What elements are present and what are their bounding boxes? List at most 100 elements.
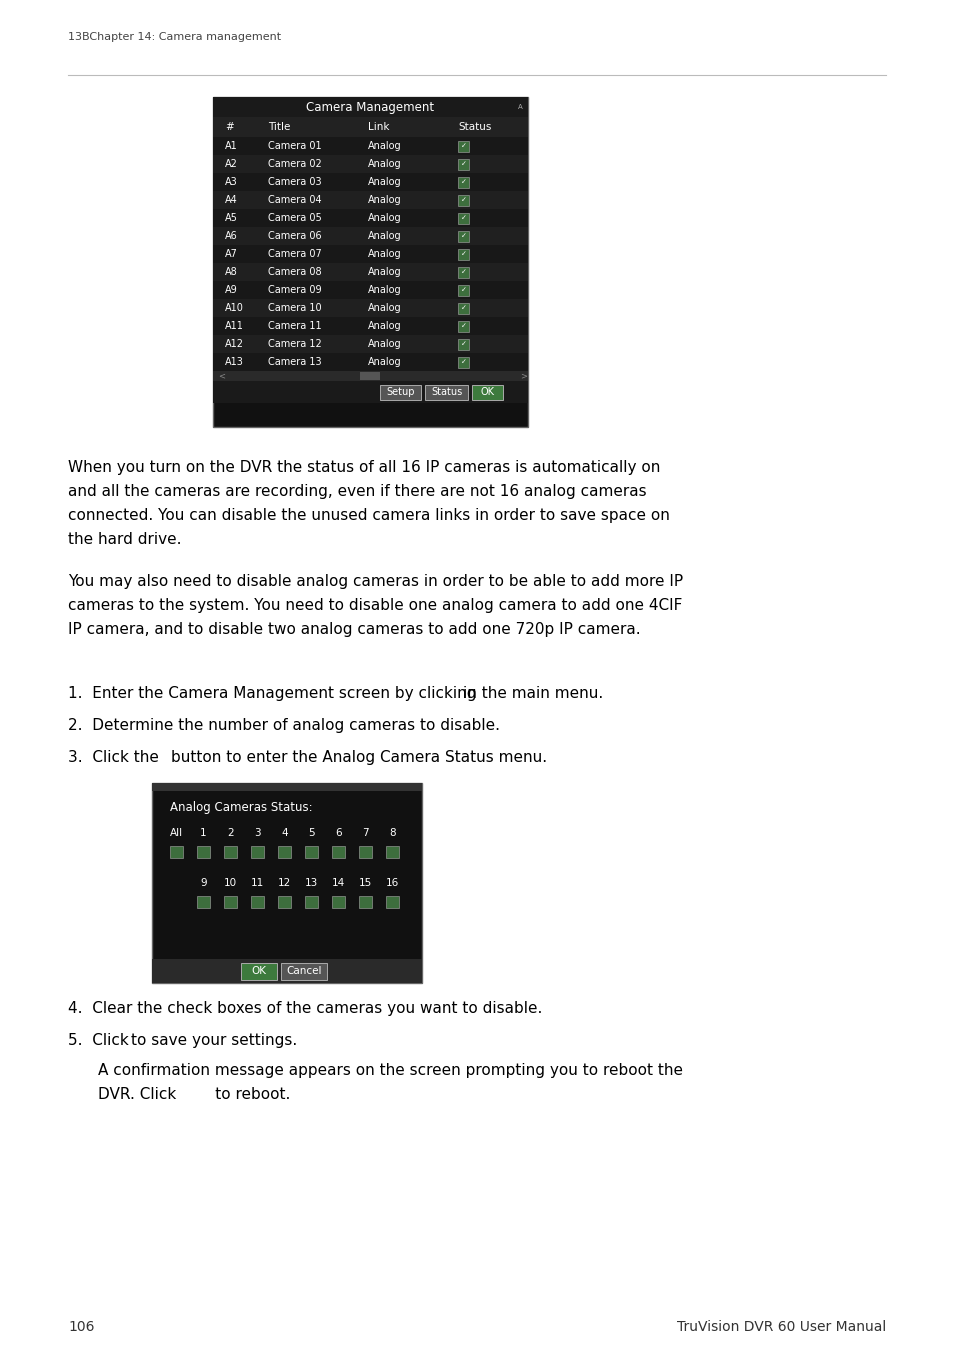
- Text: to save your settings.: to save your settings.: [131, 1033, 297, 1048]
- Text: 2: 2: [227, 828, 233, 838]
- FancyBboxPatch shape: [380, 385, 421, 400]
- Text: A8: A8: [225, 267, 237, 277]
- Bar: [224, 896, 236, 909]
- Text: 5.  Click: 5. Click: [68, 1033, 129, 1048]
- Text: Analog: Analog: [368, 267, 401, 277]
- Text: Analog Cameras Status:: Analog Cameras Status:: [170, 801, 313, 814]
- Text: 7: 7: [362, 828, 369, 838]
- FancyBboxPatch shape: [281, 963, 327, 980]
- Bar: [457, 177, 469, 188]
- Bar: [359, 373, 379, 379]
- Text: Analog: Analog: [368, 302, 401, 313]
- FancyBboxPatch shape: [472, 385, 503, 400]
- Text: ✓: ✓: [460, 251, 466, 256]
- Bar: [196, 846, 210, 859]
- Text: DVR. Click        to reboot.: DVR. Click to reboot.: [98, 1087, 290, 1102]
- Text: Analog: Analog: [368, 285, 401, 296]
- FancyBboxPatch shape: [241, 963, 277, 980]
- Text: 5: 5: [308, 828, 314, 838]
- Text: Camera 08: Camera 08: [268, 267, 321, 277]
- Text: A5: A5: [225, 213, 237, 223]
- Text: A11: A11: [225, 321, 244, 331]
- Bar: [152, 783, 421, 983]
- Text: Camera 07: Camera 07: [268, 248, 321, 259]
- Bar: [213, 190, 527, 209]
- Bar: [251, 846, 264, 859]
- Text: ✓: ✓: [460, 161, 466, 167]
- Text: 1: 1: [200, 828, 207, 838]
- Text: Analog: Analog: [368, 321, 401, 331]
- Text: and all the cameras are recording, even if there are not 16 analog cameras: and all the cameras are recording, even …: [68, 485, 646, 500]
- Text: Camera 06: Camera 06: [268, 231, 321, 242]
- FancyBboxPatch shape: [425, 385, 468, 400]
- Text: OK: OK: [252, 967, 266, 976]
- Text: 9: 9: [200, 878, 207, 888]
- Text: A10: A10: [225, 302, 244, 313]
- Bar: [332, 896, 345, 909]
- Bar: [457, 140, 469, 151]
- Text: in the main menu.: in the main menu.: [462, 686, 602, 701]
- Text: #: #: [225, 122, 233, 132]
- Text: connected. You can disable the unused camera links in order to save space on: connected. You can disable the unused ca…: [68, 508, 669, 522]
- Text: Camera 12: Camera 12: [268, 339, 321, 350]
- Text: 15: 15: [358, 878, 372, 888]
- Text: You may also need to disable analog cameras in order to be able to add more IP: You may also need to disable analog came…: [68, 574, 682, 589]
- Text: 6: 6: [335, 828, 341, 838]
- Bar: [213, 173, 527, 190]
- Bar: [457, 248, 469, 259]
- Text: Camera 11: Camera 11: [268, 321, 321, 331]
- Bar: [196, 896, 210, 909]
- Text: Camera Management: Camera Management: [306, 100, 435, 113]
- Text: Analog: Analog: [368, 159, 401, 169]
- Bar: [213, 97, 527, 117]
- Text: 8: 8: [389, 828, 395, 838]
- Bar: [457, 302, 469, 313]
- Text: ✓: ✓: [460, 234, 466, 239]
- Text: Status: Status: [457, 122, 491, 132]
- Text: A confirmation message appears on the screen prompting you to reboot the: A confirmation message appears on the sc…: [98, 1062, 682, 1079]
- Text: Analog: Analog: [368, 213, 401, 223]
- Text: Camera 09: Camera 09: [268, 285, 321, 296]
- Bar: [457, 339, 469, 350]
- Bar: [457, 194, 469, 205]
- Text: cameras to the system. You need to disable one analog camera to add one 4CIF: cameras to the system. You need to disab…: [68, 598, 681, 613]
- Bar: [277, 846, 291, 859]
- Text: Camera 10: Camera 10: [268, 302, 321, 313]
- Bar: [305, 896, 317, 909]
- Bar: [213, 352, 527, 371]
- Bar: [386, 846, 398, 859]
- Text: Cancel: Cancel: [286, 967, 321, 976]
- Text: 2.  Determine the number of analog cameras to disable.: 2. Determine the number of analog camera…: [68, 718, 499, 733]
- Bar: [457, 212, 469, 224]
- Bar: [457, 285, 469, 296]
- Text: A4: A4: [225, 194, 237, 205]
- Text: ✓: ✓: [460, 342, 466, 347]
- Bar: [457, 158, 469, 170]
- Text: Camera 13: Camera 13: [268, 356, 321, 367]
- Text: Analog: Analog: [368, 339, 401, 350]
- Text: A12: A12: [225, 339, 244, 350]
- Bar: [213, 97, 527, 427]
- Text: <: <: [218, 371, 225, 381]
- Bar: [152, 958, 421, 983]
- Text: button to enter the Analog Camera Status menu.: button to enter the Analog Camera Status…: [171, 751, 547, 765]
- Bar: [305, 846, 317, 859]
- Text: ✓: ✓: [460, 215, 466, 221]
- Text: Setup: Setup: [386, 387, 415, 397]
- Text: 3: 3: [253, 828, 260, 838]
- Bar: [213, 298, 527, 317]
- Text: ✓: ✓: [460, 143, 466, 148]
- Text: 3.  Click the: 3. Click the: [68, 751, 159, 765]
- Text: Analog: Analog: [368, 356, 401, 367]
- Text: ✓: ✓: [460, 180, 466, 185]
- Text: Analog: Analog: [368, 231, 401, 242]
- Bar: [457, 356, 469, 367]
- Text: ✓: ✓: [460, 323, 466, 329]
- Bar: [358, 846, 372, 859]
- Bar: [277, 896, 291, 909]
- Bar: [213, 281, 527, 298]
- Text: A2: A2: [225, 159, 237, 169]
- Bar: [213, 381, 527, 404]
- Text: A3: A3: [225, 177, 237, 188]
- Text: 11: 11: [251, 878, 264, 888]
